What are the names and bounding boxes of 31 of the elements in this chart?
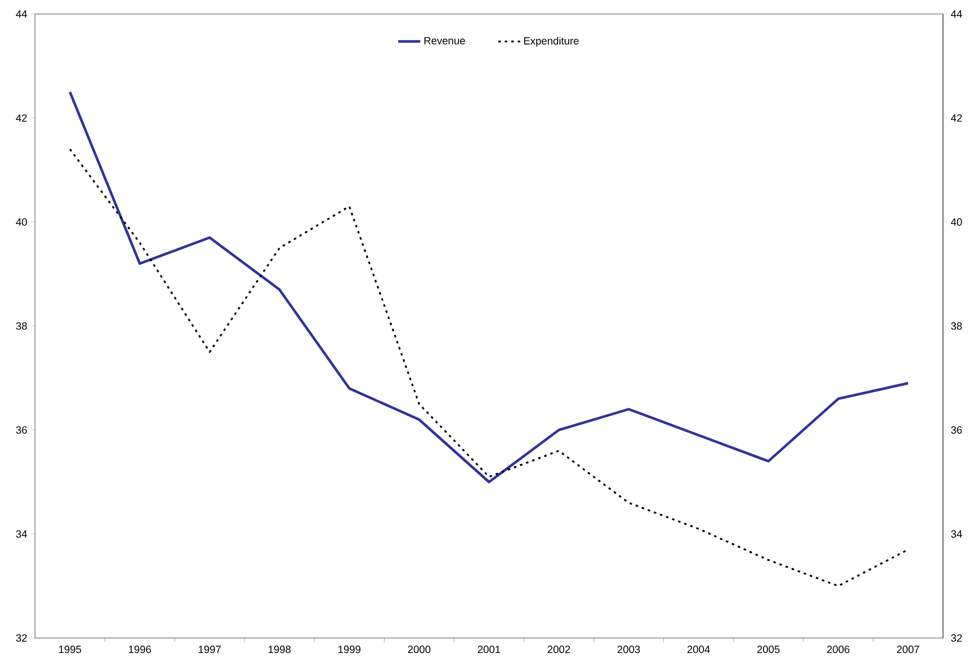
- y-tick-label: 38: [16, 322, 27, 330]
- x-tick-label: 1995: [59, 646, 82, 654]
- x-tick-label: 2005: [757, 646, 780, 654]
- y2-tick-label: 34: [951, 530, 962, 538]
- x-tick-label: 1999: [338, 646, 360, 654]
- y2-tick-label: 32: [951, 634, 962, 642]
- y-tick-label: 34: [16, 530, 28, 538]
- line-series: [69, 148, 909, 587]
- x-tick-label: 2004: [687, 646, 710, 654]
- x-tick-label: 1996: [128, 646, 151, 654]
- y-tick-label: 42: [16, 114, 27, 122]
- y2-tick-label: 42: [950, 114, 962, 122]
- y-tick-label: 36: [16, 426, 27, 434]
- y2-tick-label: 40: [950, 218, 962, 226]
- line-series: [68, 90, 910, 484]
- y2-tick-label: 38: [951, 322, 962, 330]
- x-tick-label: 2007: [896, 646, 920, 654]
- x-tick-label: 2006: [827, 646, 850, 654]
- y2-tick-label: 44: [950, 10, 962, 18]
- x-tick-label: 2001: [478, 646, 500, 654]
- x-tick-label: 1998: [268, 646, 291, 654]
- y2-tick-label: 36: [951, 426, 962, 434]
- x-tick-label: 2002: [548, 646, 570, 654]
- y-tick-label: 44: [16, 10, 28, 18]
- legend-label: Expenditure: [524, 36, 579, 47]
- y-tick-label: 40: [16, 218, 27, 226]
- x-tick-label: 1997: [198, 646, 221, 654]
- x-tick-label: 2003: [618, 646, 640, 654]
- y-tick-label: 32: [16, 634, 27, 642]
- legend-label: Revenue: [424, 37, 465, 44]
- x-tick-label: 2000: [408, 646, 430, 654]
